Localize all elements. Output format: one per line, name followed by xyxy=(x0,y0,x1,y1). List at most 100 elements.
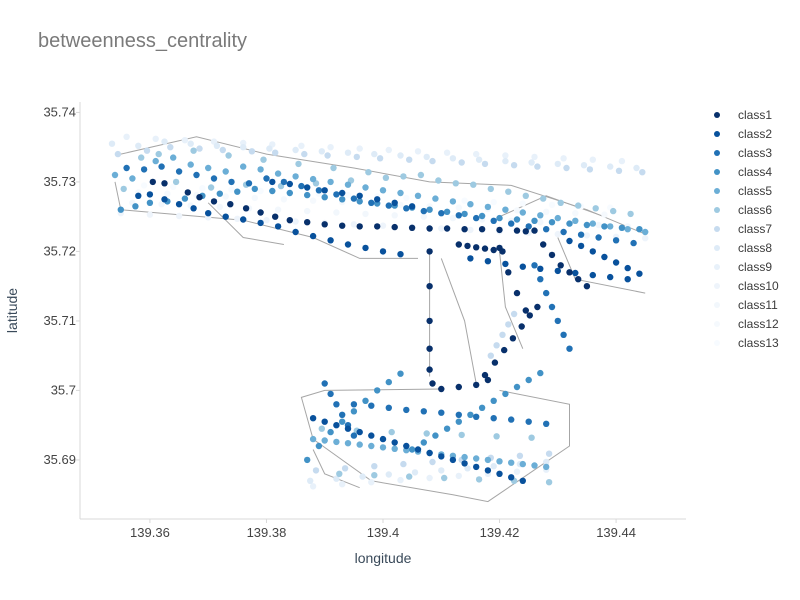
class4-point[interactable] xyxy=(350,408,358,415)
class4-point[interactable] xyxy=(181,195,189,202)
class3-point[interactable] xyxy=(630,239,637,247)
class6-point[interactable] xyxy=(172,178,180,186)
class5-point[interactable] xyxy=(170,154,177,161)
class5-point[interactable] xyxy=(473,455,480,462)
class4-point[interactable] xyxy=(443,425,451,432)
class2-point[interactable] xyxy=(274,223,282,230)
class11-point[interactable] xyxy=(274,206,282,213)
class1-point[interactable] xyxy=(490,246,497,254)
class1-point[interactable] xyxy=(461,226,468,233)
class3-point[interactable] xyxy=(350,195,358,202)
class6-point[interactable] xyxy=(260,156,267,163)
class5-point[interactable] xyxy=(152,157,159,165)
class1-point[interactable] xyxy=(518,323,525,330)
class1-point[interactable] xyxy=(196,194,203,201)
class4-point[interactable] xyxy=(455,418,462,425)
class4-point[interactable] xyxy=(618,224,626,231)
class1-point[interactable] xyxy=(426,283,433,290)
class5-point[interactable] xyxy=(356,441,363,448)
class6-point[interactable] xyxy=(522,192,529,199)
class13-point[interactable] xyxy=(403,194,410,202)
class2-point[interactable] xyxy=(205,210,212,217)
class5-point[interactable] xyxy=(397,189,404,197)
class9-point[interactable] xyxy=(339,481,346,488)
class5-point[interactable] xyxy=(187,161,194,168)
class5-point[interactable] xyxy=(129,175,136,182)
class1-point[interactable] xyxy=(499,248,506,255)
class1-point[interactable] xyxy=(304,219,311,226)
class2-point[interactable] xyxy=(484,467,492,474)
class9-point[interactable] xyxy=(502,152,509,159)
class4-point[interactable] xyxy=(234,188,241,195)
class3-point[interactable] xyxy=(525,223,532,230)
class3-point[interactable] xyxy=(420,207,427,215)
class2-point[interactable] xyxy=(344,241,352,248)
class7-point[interactable] xyxy=(406,156,413,163)
class3-point[interactable] xyxy=(339,411,346,418)
class8-point[interactable] xyxy=(292,146,299,154)
class1-point[interactable] xyxy=(426,248,433,255)
class7-point[interactable] xyxy=(516,452,524,459)
class4-point[interactable] xyxy=(146,199,154,206)
class5-point[interactable] xyxy=(111,171,119,179)
class3-point[interactable] xyxy=(595,234,602,241)
class8-point[interactable] xyxy=(397,152,404,159)
class3-point[interactable] xyxy=(490,217,497,224)
class1-point[interactable] xyxy=(443,225,451,232)
class3-point[interactable] xyxy=(438,409,445,416)
class3-point[interactable] xyxy=(193,171,200,179)
class6-point[interactable] xyxy=(545,479,553,486)
class7-point[interactable] xyxy=(312,467,320,474)
class6-point[interactable] xyxy=(452,180,459,187)
class8-point[interactable] xyxy=(318,148,325,155)
class9-point[interactable] xyxy=(152,135,159,142)
class10-point[interactable] xyxy=(175,212,183,220)
class3-point[interactable] xyxy=(543,226,550,233)
class3-point[interactable] xyxy=(473,214,480,222)
class6-point[interactable] xyxy=(505,188,512,195)
class2-point[interactable] xyxy=(438,453,445,460)
class5-point[interactable] xyxy=(554,214,561,222)
class7-point[interactable] xyxy=(324,152,331,159)
class1-point[interactable] xyxy=(391,223,398,231)
class3-point[interactable] xyxy=(321,380,328,387)
class2-point[interactable] xyxy=(339,189,346,197)
class8-point[interactable] xyxy=(438,467,445,474)
class5-point[interactable] xyxy=(379,444,387,451)
class9-point[interactable] xyxy=(298,142,305,149)
class1-point[interactable] xyxy=(548,251,556,259)
class5-point[interactable] xyxy=(309,175,317,183)
class8-point[interactable] xyxy=(161,138,168,145)
class5-point[interactable] xyxy=(572,217,579,224)
class2-point[interactable] xyxy=(269,178,276,186)
class9-point[interactable] xyxy=(531,153,538,161)
class3-point[interactable] xyxy=(280,178,288,186)
class11-point[interactable] xyxy=(304,207,311,215)
class5-point[interactable] xyxy=(362,184,369,191)
class4-point[interactable] xyxy=(327,428,334,436)
class6-point[interactable] xyxy=(540,195,547,202)
class6-point[interactable] xyxy=(458,431,465,439)
class6-point[interactable] xyxy=(318,425,325,432)
class5-point[interactable] xyxy=(519,209,526,216)
class7-point[interactable] xyxy=(458,159,465,166)
class1-point[interactable] xyxy=(575,276,582,283)
class8-point[interactable] xyxy=(135,142,142,149)
class5-point[interactable] xyxy=(508,459,515,466)
class2-point[interactable] xyxy=(379,435,387,443)
class6-point[interactable] xyxy=(423,430,430,437)
class3-point[interactable] xyxy=(210,175,218,182)
class1-point[interactable] xyxy=(429,380,436,387)
class3-point[interactable] xyxy=(327,390,334,398)
class3-point[interactable] xyxy=(537,276,544,283)
class5-point[interactable] xyxy=(607,223,614,230)
class5-point[interactable] xyxy=(344,181,352,188)
class7-point[interactable] xyxy=(371,463,378,470)
class2-point[interactable] xyxy=(589,271,596,279)
class5-point[interactable] xyxy=(467,201,474,208)
class1-point[interactable] xyxy=(272,213,279,220)
class1-point[interactable] xyxy=(478,226,486,233)
class4-point[interactable] xyxy=(269,187,276,195)
class9-point[interactable] xyxy=(455,472,462,480)
class2-point[interactable] xyxy=(391,439,398,446)
